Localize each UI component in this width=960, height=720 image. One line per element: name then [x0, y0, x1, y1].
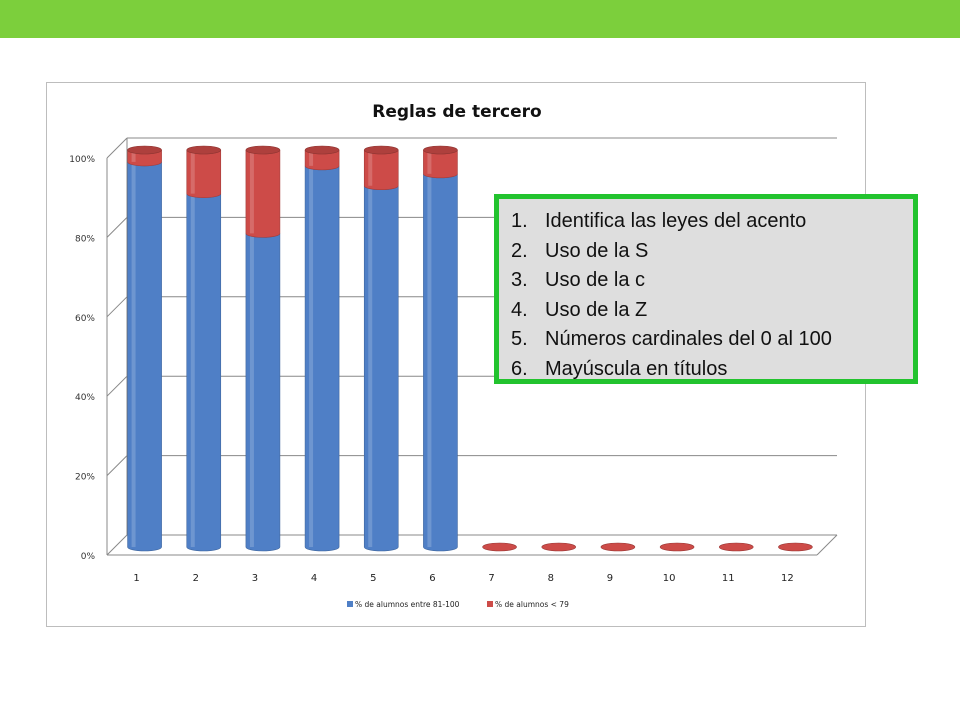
topic-text: Identifica las leyes del acento	[545, 210, 807, 232]
topic-item: 1. Identifica las leyes del acento	[511, 207, 901, 237]
topic-number: 6.	[511, 357, 528, 380]
y-tick-label: 40%	[75, 393, 95, 403]
x-tick-label: 8	[548, 573, 554, 584]
y-tick-label: 60%	[75, 314, 95, 324]
x-tick-label: 5	[370, 573, 376, 584]
x-tick-label: 9	[607, 573, 613, 584]
bar-top-cap	[423, 145, 458, 155]
topic-text: Uso de la c	[545, 269, 646, 291]
topic-item: 4. Uso de la Z	[511, 296, 901, 326]
legend-swatch	[487, 601, 493, 607]
topic-number: 3.	[511, 269, 528, 291]
gridline-depth	[106, 296, 128, 318]
bar-top-cap	[127, 145, 162, 155]
bar-base-disc	[482, 542, 517, 552]
topic-text: Números cardinales del 0 al 100	[545, 328, 832, 350]
floor-right-edge	[816, 534, 838, 556]
x-tick-label: 1	[133, 573, 139, 584]
bar-base-disc	[600, 542, 636, 552]
topic-number: 1.	[511, 210, 528, 232]
x-tick-label: 12	[781, 573, 794, 584]
x-tick-label: 11	[722, 573, 735, 584]
bar-top-cap	[304, 145, 340, 155]
gridline-depth	[106, 217, 128, 238]
bar-base-disc	[778, 542, 813, 552]
topics-list: 1. Identifica las leyes del acento 2. Uso d…	[511, 207, 901, 384]
y-tick-label: 0%	[81, 552, 96, 562]
bar-top-cap	[186, 145, 222, 155]
bar-highlight	[427, 173, 432, 547]
bar-base-disc	[659, 542, 695, 552]
gridline-depth	[106, 375, 128, 397]
x-tick-label: 4	[311, 573, 317, 584]
bar-top-cap	[245, 145, 281, 155]
x-tick-label: 3	[252, 573, 258, 584]
gridline-depth	[106, 534, 128, 556]
y-tick-label: 80%	[75, 234, 95, 244]
topic-number: 4.	[511, 298, 528, 321]
bar-highlight	[190, 150, 195, 194]
topic-item: 3. Uso de la c	[511, 266, 901, 296]
bar-highlight	[309, 150, 314, 166]
legend-swatch	[347, 601, 353, 607]
gridline-depth	[106, 137, 128, 159]
bar-highlight	[249, 233, 254, 547]
bar-highlight	[190, 193, 195, 548]
x-tick-label: 6	[429, 573, 435, 584]
topic-text: Uso de la Z	[545, 298, 648, 321]
gridline-depth	[106, 455, 128, 476]
bar-highlight	[249, 150, 254, 234]
bar-base-disc	[541, 542, 577, 552]
bar-base-disc	[718, 542, 754, 552]
bar-top-cap	[363, 145, 399, 155]
bar-highlight	[368, 185, 373, 547]
y-tick-label: 20%	[75, 473, 95, 483]
topic-text: Mayúscula en títulos	[545, 357, 728, 380]
topic-text: Uso de la S	[545, 239, 649, 262]
topic-number: 5.	[511, 328, 528, 350]
y-tick-label: 100%	[69, 155, 95, 165]
topic-item: 2. Uso de la S	[511, 237, 901, 267]
topic-item: 6. Mayúscula en títulos	[511, 355, 901, 385]
legend-label: % de alumnos < 79	[495, 600, 569, 609]
chart-title: Reglas de tercero	[372, 102, 541, 122]
top-accent-bar	[0, 0, 960, 38]
x-tick-label: 10	[663, 573, 676, 584]
topics-box: 1. Identifica las leyes del acento 2. Uso d…	[494, 194, 918, 384]
topic-number: 2.	[511, 239, 528, 262]
bar-highlight	[309, 165, 314, 547]
bar-highlight	[131, 161, 136, 547]
bar-highlight	[368, 150, 373, 186]
legend-label: % de alumnos entre 81-100	[355, 600, 460, 609]
x-tick-label: 2	[193, 573, 199, 584]
bar-highlight	[131, 150, 136, 162]
x-tick-label: 7	[488, 573, 494, 584]
topic-item: 5. Números cardinales del 0 al 100	[511, 325, 901, 355]
bar-highlight	[427, 150, 432, 174]
